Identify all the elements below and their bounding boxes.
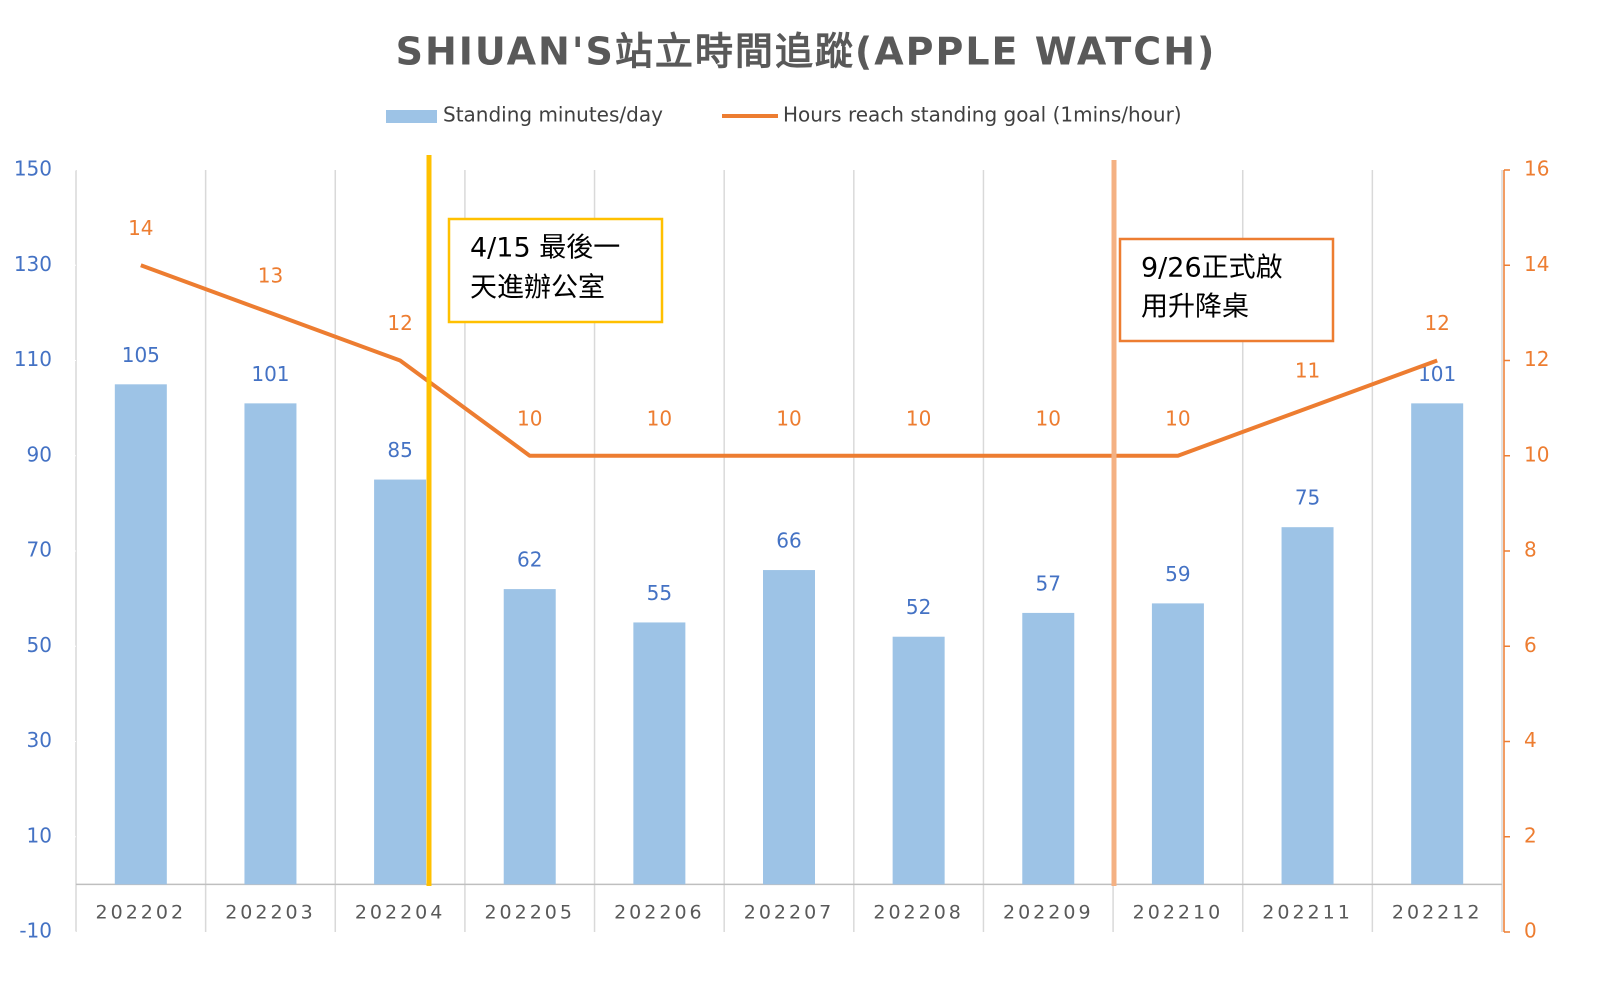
x-tick-label: 202211 (1262, 902, 1353, 924)
y2-tick-label: 2 (1524, 823, 1537, 847)
y-tick-label: 10 (27, 823, 52, 847)
annotation-text: 天進辦公室 (470, 273, 605, 304)
x-tick-label: 202205 (484, 902, 575, 924)
bar (1151, 603, 1204, 885)
data-label: 14 (128, 216, 153, 240)
y2-tick-label: 16 (1524, 157, 1549, 181)
data-label: 52 (906, 595, 931, 619)
y2-tick-label: 12 (1524, 347, 1549, 371)
bar (892, 636, 945, 885)
legend-label: Standing minutes/day (443, 103, 663, 127)
data-label: 10 (1036, 406, 1061, 430)
data-label: 62 (517, 548, 542, 572)
annotation-text: 用升降桌 (1141, 292, 1249, 323)
y2-tick-label: 14 (1524, 252, 1549, 276)
y-tick-label: 110 (14, 347, 52, 371)
y-tick-label: 90 (27, 442, 52, 466)
data-label: 57 (1036, 571, 1061, 595)
data-label: 85 (387, 438, 412, 462)
bar (114, 384, 167, 885)
legend-swatch (386, 110, 437, 123)
y-tick-label: 50 (27, 633, 52, 657)
data-label: 11 (1295, 359, 1320, 383)
data-label: 10 (776, 406, 801, 430)
data-label: 66 (776, 529, 801, 553)
y2-tick-label: 8 (1524, 538, 1537, 562)
bar (374, 479, 427, 885)
x-tick-label: 202207 (744, 902, 835, 924)
annotation-box (1118, 237, 1335, 343)
data-label: 59 (1165, 562, 1190, 586)
y-tick-label: -10 (19, 919, 52, 943)
y-tick-label: 130 (14, 252, 52, 276)
annotation-box (447, 217, 664, 324)
y2-tick-label: 10 (1524, 442, 1549, 466)
annotation-text: 4/15 最後一 (470, 233, 620, 264)
bar (1022, 612, 1075, 885)
data-label: 10 (1165, 406, 1190, 430)
x-tick-label: 202208 (873, 902, 964, 924)
annotation-text: 9/26正式啟 (1141, 253, 1283, 284)
bar (1411, 403, 1464, 885)
bar (763, 570, 815, 885)
data-label: 75 (1295, 486, 1320, 510)
bar (244, 403, 297, 885)
data-label: 12 (1424, 311, 1449, 335)
x-tick-label: 202209 (1003, 902, 1094, 924)
x-tick-label: 202204 (355, 902, 446, 924)
y2-tick-label: 0 (1524, 919, 1537, 943)
data-label: 12 (387, 311, 412, 335)
data-label: 101 (251, 362, 289, 386)
y2-tick-label: 6 (1524, 633, 1537, 657)
y-tick-label: 70 (27, 538, 52, 562)
x-tick-label: 202210 (1133, 902, 1224, 924)
data-label: 105 (122, 343, 160, 367)
data-label: 55 (647, 581, 672, 605)
x-tick-label: 202206 (614, 902, 705, 924)
bar (1281, 527, 1334, 885)
x-tick-label: 202203 (225, 902, 316, 924)
bar (633, 622, 686, 885)
chart-title: SHIUAN'S站立時間追蹤(APPLE WATCH) (396, 30, 1217, 74)
line (140, 263, 1438, 458)
data-label: 10 (517, 406, 542, 430)
x-tick-label: 202212 (1392, 902, 1483, 924)
y-tick-label: 30 (27, 728, 52, 752)
y-tick-label: 150 (14, 157, 52, 181)
data-label: 10 (906, 406, 931, 430)
bar (503, 589, 556, 885)
data-label: 13 (258, 263, 283, 287)
x-tick-label: 202202 (96, 902, 187, 924)
legend-label: Hours reach standing goal (1mins/hour) (783, 103, 1182, 127)
data-label: 10 (647, 406, 672, 430)
y2-tick-label: 4 (1524, 728, 1537, 752)
plot-area: -10 10 30 50 70 90 110 130 150 0 2 4 6 8 10 12 14 16 20220… (14, 157, 1550, 943)
